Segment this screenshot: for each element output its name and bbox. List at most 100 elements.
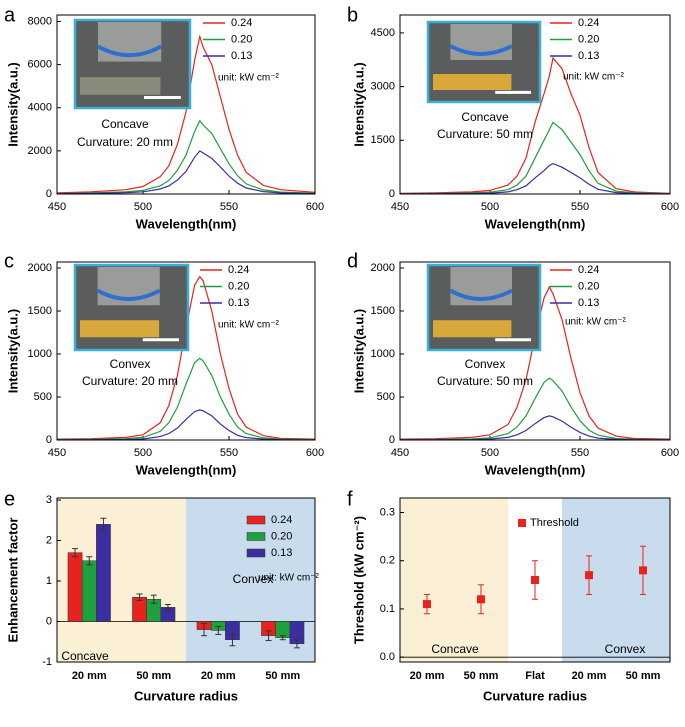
inset-ring (97, 44, 163, 58)
y-axis-label: Threshold (kW cm⁻²) (351, 516, 366, 644)
panel-letter: f (347, 488, 353, 510)
spectrum-line (399, 121, 671, 195)
x-tick-label: 20 mm (72, 670, 107, 682)
y-tick-label: 3000 (371, 81, 395, 93)
error-bar (72, 548, 79, 558)
legend-label: 0.13 (578, 297, 599, 309)
x-tick-label: 550 (220, 201, 238, 213)
y-tick-label: 1000 (28, 348, 52, 360)
annotation: Convex (605, 642, 646, 656)
y-tick-label: 2000 (371, 262, 395, 274)
y-tick-label: 0.3 (380, 506, 395, 518)
y-tick-label: 500 (34, 391, 52, 403)
y-tick-label: 4000 (28, 102, 52, 114)
x-tick-label: 20 mm (201, 670, 236, 682)
x-tick-label: 450 (48, 201, 66, 213)
x-tick-label: 600 (306, 201, 324, 213)
legend-label: 0.24 (578, 264, 599, 276)
inset-ring (96, 288, 161, 301)
concave-region (400, 498, 508, 662)
y-tick-label: 0 (389, 434, 395, 446)
bar (67, 552, 83, 622)
inset-sample (80, 77, 161, 95)
error-bar (201, 623, 208, 637)
y-tick-label: 3 (46, 494, 52, 506)
y-tick-label: 1 (46, 575, 52, 587)
annotation: Concave (61, 649, 109, 663)
spectrum-line (56, 34, 316, 194)
legend-swatch (246, 548, 266, 558)
error-bar (215, 625, 222, 635)
plot-frame (56, 14, 316, 195)
error-bar (532, 560, 538, 600)
y-tick-label: 2 (46, 534, 52, 546)
spectrum-line (399, 56, 671, 194)
x-tick-label: 450 (391, 201, 409, 213)
panel-letter: d (347, 250, 358, 272)
unit-label: unit: kW cm⁻² (218, 73, 280, 84)
error-bar (279, 635, 286, 641)
y-tick-label: 0 (46, 188, 52, 200)
spectrum-line (56, 357, 316, 441)
error-bar (293, 639, 300, 649)
error-bar (164, 603, 171, 611)
annotation: Convex (465, 357, 506, 371)
legend-label: 0.24 (578, 17, 599, 29)
y-tick-label: 1500 (28, 305, 52, 317)
legend-label: 0.13 (578, 50, 599, 62)
panel-letter: b (347, 4, 358, 26)
legend-label: 0.13 (231, 50, 252, 62)
x-axis-label: Wavelength(nm) (136, 216, 237, 231)
y-tick-label: 0 (46, 434, 52, 446)
unit-label: unit: kW cm⁻² (218, 320, 280, 331)
x-tick-label: 450 (391, 447, 409, 459)
panel-letter: a (4, 4, 16, 26)
annotation: Curvature: 20 mm (77, 135, 173, 149)
spectrum-line (56, 409, 316, 441)
x-tick-label: 500 (481, 201, 499, 213)
annotation: Convex (233, 572, 274, 586)
plot-frame (399, 497, 671, 663)
unit-label: unit: kW cm⁻² (563, 72, 625, 83)
error-bar (229, 633, 236, 647)
convex-region (562, 498, 670, 662)
x-tick-label: 450 (48, 447, 66, 459)
y-tick-label: 0.1 (380, 603, 395, 615)
y-tick-label: 1500 (371, 305, 395, 317)
spectrum-line (399, 162, 671, 195)
y-tick-label: 0 (389, 188, 395, 200)
y-tick-label: 8000 (28, 15, 52, 27)
annotation: Curvature: 50 mm (437, 127, 533, 141)
legend-label: 0.20 (231, 33, 252, 45)
legend-label: 0.20 (578, 280, 599, 292)
x-tick-label: 600 (661, 447, 679, 459)
legend-label: 0.13 (271, 547, 292, 559)
inset-sample (433, 74, 512, 90)
legend-swatch (246, 532, 266, 541)
spectrum-line (399, 377, 671, 441)
legend-label: 0.20 (271, 530, 292, 542)
y-axis-label: Enhancement factor (5, 518, 20, 643)
x-tick-label: 50 mm (136, 670, 171, 682)
y-axis-label: Intensity(a.u.) (351, 309, 366, 394)
legend-swatch (246, 515, 266, 525)
legend-label: 0.24 (231, 17, 252, 29)
plot-frame (399, 261, 671, 441)
spectrum-line (399, 285, 671, 440)
y-tick-label: 500 (377, 391, 395, 403)
spectrum-line (56, 150, 316, 195)
annotation: Concave (431, 642, 479, 656)
x-tick-label: 50 mm (626, 670, 661, 682)
inset-sample (80, 320, 160, 338)
y-tick-label: 4500 (371, 27, 395, 39)
error-bar (424, 593, 430, 615)
x-tick-label: 500 (134, 201, 152, 213)
x-axis-label: Wavelength(nm) (485, 216, 586, 231)
x-axis-label: Wavelength(nm) (136, 462, 237, 477)
bar (96, 524, 111, 622)
legend-label: 0.20 (578, 33, 599, 45)
x-tick-label: 50 mm (265, 670, 300, 682)
annotation: Convex (110, 357, 151, 371)
panel-letter: e (4, 488, 15, 510)
